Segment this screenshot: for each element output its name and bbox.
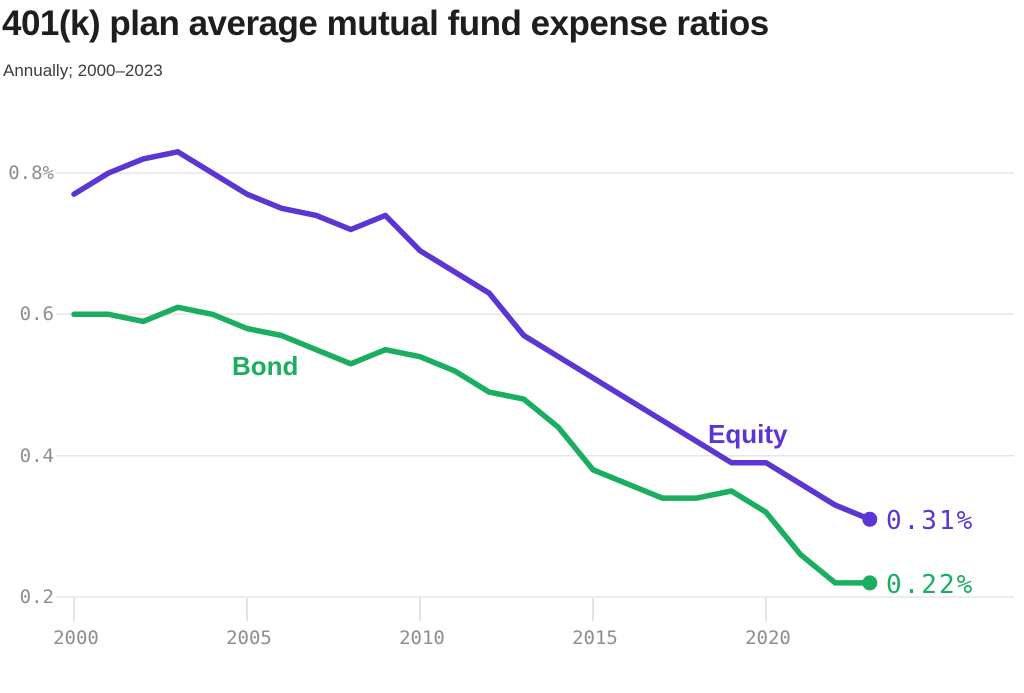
series-label-bond: Bond: [232, 351, 299, 381]
x-axis-label-2000: 2000: [53, 627, 99, 649]
series-label-equity: Equity: [708, 419, 788, 449]
series-end-dot-bond: [862, 575, 878, 591]
x-axis-label-2005: 2005: [226, 627, 272, 649]
chart-title: 401(k) plan average mutual fund expense …: [2, 4, 769, 43]
y-axis-label-0-2: 0.2: [19, 586, 54, 608]
end-value-label-equity: 0.31%: [886, 506, 975, 536]
x-axis-label-2015: 2015: [572, 627, 618, 649]
y-axis-label-0-8: 0.8%: [8, 162, 54, 184]
x-axis-label-2020: 2020: [745, 627, 791, 649]
series-end-dot-equity: [862, 511, 878, 527]
end-value-label-bond: 0.22%: [886, 570, 975, 600]
chart-subtitle: Annually; 2000–2023: [3, 61, 163, 80]
y-axis-label-0-4: 0.4: [19, 445, 54, 467]
series-line-equity: [71, 149, 873, 523]
y-axis-label-0-6: 0.6: [19, 303, 54, 325]
x-axis-label-2010: 2010: [399, 627, 445, 649]
series-line-bond: [71, 304, 873, 586]
